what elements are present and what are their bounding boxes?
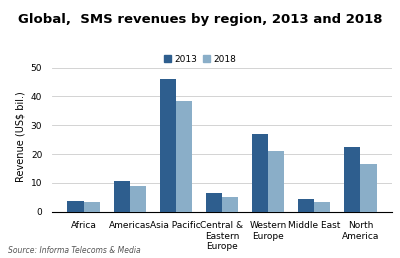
Bar <box>360 164 376 212</box>
Bar <box>176 101 192 212</box>
Bar <box>84 202 100 212</box>
Legend: 2013, 2018: 2013, 2018 <box>160 51 240 67</box>
Y-axis label: Revenue (US$ bil.): Revenue (US$ bil.) <box>15 91 25 182</box>
Bar <box>114 181 130 212</box>
Bar <box>298 199 314 212</box>
Bar <box>222 197 238 212</box>
Bar <box>314 202 330 212</box>
Bar <box>160 79 176 212</box>
Bar <box>130 186 146 212</box>
Bar <box>68 201 84 212</box>
Bar <box>268 151 284 212</box>
Text: Source: Informa Telecoms & Media: Source: Informa Telecoms & Media <box>8 246 141 255</box>
Text: Global,  SMS revenues by region, 2013 and 2018: Global, SMS revenues by region, 2013 and… <box>18 13 382 26</box>
Bar <box>252 134 268 212</box>
Bar <box>206 193 222 212</box>
Bar <box>344 147 360 212</box>
